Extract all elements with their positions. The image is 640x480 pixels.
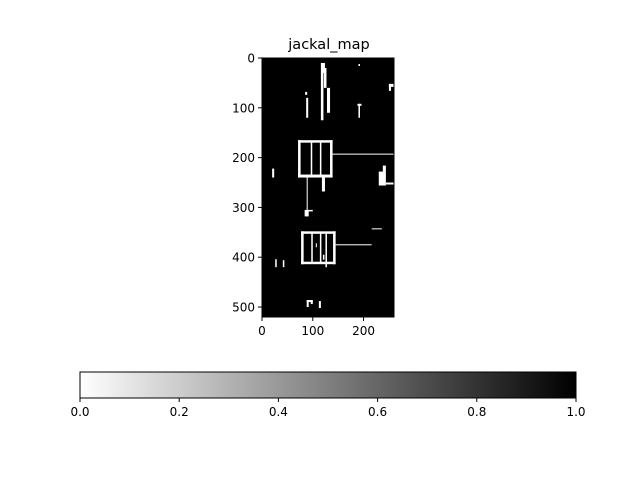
map-cell-left-speck-1 — [272, 168, 275, 178]
colorbar-tick-label: 0.4 — [269, 405, 288, 419]
map-cell-box-2-div-2 — [319, 232, 322, 264]
map-cell-box-2-bottom — [301, 261, 336, 265]
map-cell-small-tee-1-stem — [358, 103, 360, 118]
map-cell-right-block — [378, 171, 386, 186]
colorbar-tick-label: 0.6 — [368, 405, 387, 419]
map-cell-box-2-div-1 — [311, 232, 313, 264]
colorbar-tick-label: 0.0 — [70, 405, 89, 419]
map-axes: 0 100 200 0 100 200 300 400 500 — [232, 52, 395, 338]
map-cell-left-tick-1 — [275, 259, 277, 268]
map-cell-left-tick-2 — [282, 260, 285, 268]
map-cell-small-hook — [321, 176, 325, 192]
y-tick-label: 300 — [232, 201, 255, 215]
map-cell-box-1-right — [330, 140, 333, 178]
map-cell-right-edge-bar — [388, 83, 394, 87]
x-tick-label: 100 — [301, 324, 324, 338]
map-cell-box-1-foot-2 — [307, 209, 313, 212]
map-cell-short-post-left-top — [305, 91, 308, 95]
map-x-axis: 0 100 200 — [258, 317, 375, 338]
map-cell-bottom-bracket-1 — [306, 300, 313, 303]
chart-title: jackal_map — [287, 37, 369, 53]
map-cell-box-1-foot — [304, 209, 309, 217]
map-cell-bottom-bracket-1-leg — [306, 300, 309, 308]
map-cell-box-1-div-1 — [310, 141, 313, 176]
map-cell-bottom-bracket-2 — [318, 301, 321, 309]
y-tick-label: 400 — [232, 251, 255, 265]
map-cell-box-1-bottom — [298, 174, 333, 178]
map-cell-right-block-tail — [385, 182, 394, 185]
colorbar-tick-label: 0.8 — [467, 405, 486, 419]
map-cell-box-1-line — [332, 153, 394, 155]
map-cell-tall-post-2 — [323, 67, 327, 88]
map-cell-bottom-bracket-1-leg-2 — [310, 300, 313, 305]
map-cell-box-1-div-2 — [319, 141, 322, 176]
map-cell-tall-post-3 — [326, 87, 331, 113]
map-cell-box-2-inner-1 — [315, 243, 317, 248]
map-cell-short-dash-right — [371, 228, 382, 230]
y-tick-label: 500 — [232, 301, 255, 315]
colorbar-axis: 0.0 0.2 0.4 0.6 0.8 1.0 — [70, 398, 586, 419]
y-tick-label: 100 — [232, 101, 255, 115]
map-cell-right-block-top — [382, 165, 386, 172]
map-cell-box-2-top — [301, 231, 336, 234]
map-cell-short-post-left — [306, 97, 309, 118]
map-y-axis: 0 100 200 300 400 500 — [232, 52, 262, 315]
map-cell-box-1-left — [298, 140, 301, 178]
map-cell-box-1-top — [298, 140, 333, 143]
colorbar-tick-label: 0.2 — [170, 405, 189, 419]
map-cell-box-2-left — [301, 231, 304, 265]
map-cell-right-edge-bar-2 — [388, 83, 391, 91]
map-cell-box-1-stem — [306, 176, 308, 217]
map-cell-tall-post-1 — [320, 62, 324, 121]
colorbar: 0.0 0.2 0.4 0.6 0.8 1.0 — [70, 371, 586, 419]
map-cell-tall-post-1-cap — [322, 62, 325, 73]
colorbar-gradient — [79, 371, 577, 399]
map-cell-box-2-div-3 — [325, 232, 327, 268]
y-tick-label: 200 — [232, 151, 255, 165]
map-cell-box-2-right — [333, 231, 336, 265]
map-cell-box-2-line — [335, 244, 372, 246]
map-features — [272, 62, 394, 309]
colorbar-tick-label: 1.0 — [566, 405, 585, 419]
map-cell-speck-upper-right — [358, 63, 360, 66]
x-tick-label: 0 — [258, 324, 266, 338]
map-frame — [261, 57, 395, 318]
map-cell-box-2-inner-2 — [322, 254, 325, 260]
x-tick-label: 200 — [352, 324, 375, 338]
y-tick-label: 0 — [247, 52, 255, 66]
